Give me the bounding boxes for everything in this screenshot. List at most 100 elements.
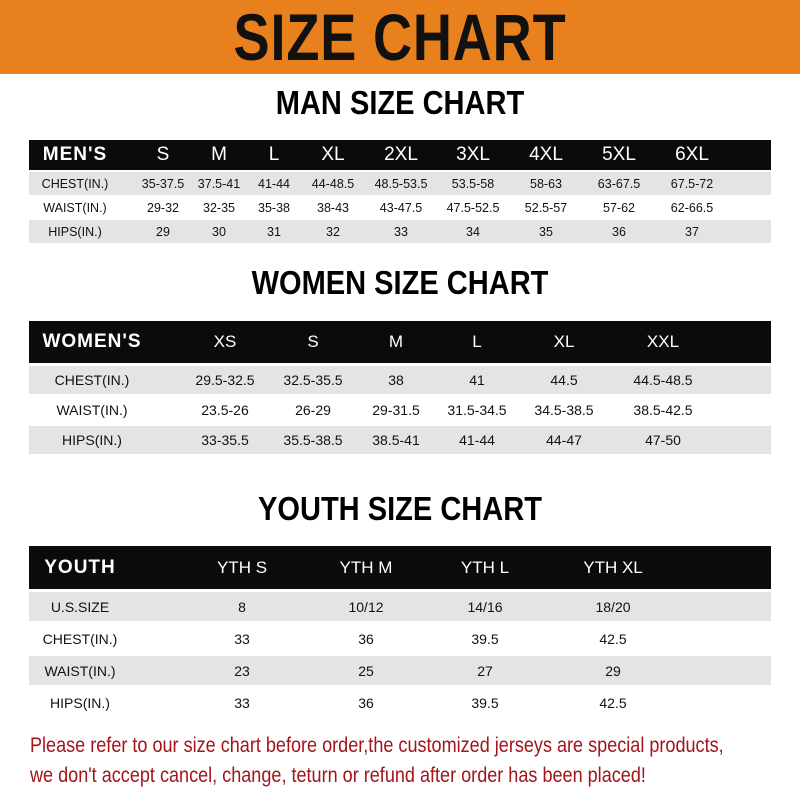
table-cell: 63-67.5 [597,176,641,191]
table-cell: 34 [466,224,480,239]
table-cell: 41-44 [459,432,495,448]
row-label: CHEST(IN.) [41,176,109,191]
table-cell: 35.5-38.5 [283,432,343,448]
size-column-header: YTH XL [583,557,643,577]
size-column-header: M [388,332,404,351]
size-column-header: XL [321,144,345,165]
table-cell: 8 [238,598,246,615]
table-cell: 33 [394,224,408,239]
table-cell: 29-31.5 [372,402,420,418]
table-cell: 47.5-52.5 [446,200,500,215]
table-cell: 62-66.5 [670,200,714,215]
table-cell: 23.5-26 [201,402,249,418]
table-cell: 67.5-72 [670,176,714,191]
youth-header-row: YOUTH YTH S YTH M YTH L YTH XL [29,546,771,589]
table-cell: 33-35.5 [201,432,249,448]
size-column-header: YTH L [460,557,510,577]
table-cell: 35-37.5 [141,176,185,191]
size-column-header: M [211,144,227,165]
table-cell: 32.5-35.5 [283,372,343,388]
table-row: CHEST(IN.) 35-37.5 37.5-41 41-44 44-48.5 48.5… [29,172,771,195]
table-cell: 52.5-57 [524,200,568,215]
table-cell: 41 [469,372,485,388]
table-cell: 37.5-41 [197,176,241,191]
table-row: U.S.SIZE 8 10/12 14/16 18/20 [29,592,771,621]
row-label: WAIST(IN.) [44,662,116,679]
table-cell: 33 [234,694,250,711]
table-cell: 44.5-48.5 [633,372,693,388]
table-cell: 18/20 [595,598,631,615]
table-cell: 34.5-38.5 [534,402,594,418]
size-column-header: 4XL [529,144,563,165]
size-column-header: XL [553,332,575,351]
row-label: CHEST(IN.) [54,372,130,388]
table-cell: 44-48.5 [311,176,355,191]
table-cell: 57-62 [603,200,635,215]
size-column-header: S [307,332,319,351]
table-cell: 42.5 [599,694,627,711]
table-cell: 35 [539,224,553,239]
table-row: CHEST(IN.) 33 36 39.5 42.5 [29,624,771,653]
row-label: HIPS(IN.) [62,432,122,448]
table-cell: 58-63 [530,176,562,191]
table-cell: 48.5-53.5 [374,176,428,191]
table-cell: 41-44 [258,176,290,191]
women-section-title: WOMEN SIZE CHART [251,264,549,301]
table-cell: 33 [234,630,250,647]
size-column-header: XS [213,332,237,351]
table-cell: 38.5-41 [372,432,420,448]
table-row: HIPS(IN.) 33-35.5 35.5-38.5 38.5-41 41-44 44-… [29,426,771,454]
men-section-title: MAN SIZE CHART [275,84,525,121]
size-column-header: YTH M [339,557,393,577]
youth-section-title: YOUTH SIZE CHART [258,490,542,527]
table-row: WAIST(IN.) 23 25 27 29 [29,656,771,685]
size-column-header: 6XL [675,144,709,165]
table-row: WAIST(IN.) 29-32 32-35 35-38 38-43 43-47.5 47.… [29,196,771,219]
table-cell: 38-43 [317,200,349,215]
table-label-header: WOMEN'S [42,331,142,352]
size-column-header: XXL [646,332,680,351]
table-cell: 25 [358,662,374,679]
size-column-header: YTH S [216,557,268,577]
size-column-header: 5XL [602,144,636,165]
table-cell: 36 [358,694,374,711]
row-label: WAIST(IN.) [56,402,128,418]
table-row: CHEST(IN.) 29.5-32.5 32.5-35.5 38 41 44.5 44.5… [29,366,771,394]
table-cell: 32 [326,224,340,239]
table-label-header: YOUTH [44,556,116,578]
table-row: HIPS(IN.) 33 36 39.5 42.5 [29,688,771,717]
size-column-header: L [268,144,280,165]
table-cell: 29-32 [147,200,179,215]
size-column-header: L [472,332,482,351]
table-cell: 29 [156,224,170,239]
table-cell: 37 [685,224,699,239]
table-cell: 26-29 [295,402,331,418]
table-cell: 30 [212,224,226,239]
banner-title: SIZE CHART [233,0,567,74]
row-label: CHEST(IN.) [42,630,118,647]
table-label-header: MEN'S [42,144,108,165]
women-header-row: WOMEN'S XS S M L XL XXL [29,321,771,363]
table-cell: 44-47 [546,432,582,448]
table-cell: 47-50 [645,432,681,448]
row-label: WAIST(IN.) [43,200,107,215]
size-chart-banner: SIZE CHART [0,0,800,74]
table-cell: 31 [267,224,281,239]
table-cell: 39.5 [471,694,499,711]
table-cell: 29.5-32.5 [195,372,255,388]
table-cell: 32-35 [203,200,235,215]
table-cell: 53.5-58 [451,176,495,191]
table-row: WAIST(IN.) 23.5-26 26-29 29-31.5 31.5-34.5 34… [29,396,771,424]
table-cell: 38 [388,372,404,388]
row-label: HIPS(IN.) [50,694,110,711]
table-cell: 36 [358,630,374,647]
table-cell: 43-47.5 [379,200,423,215]
size-column-header: 2XL [384,144,418,165]
size-column-header: 3XL [456,144,490,165]
table-cell: 14/16 [467,598,503,615]
table-cell: 27 [477,662,493,679]
notice-line-2: we don't accept cancel, change, teturn o… [30,764,646,787]
table-cell: 35-38 [258,200,290,215]
table-cell: 36 [612,224,626,239]
table-cell: 31.5-34.5 [447,402,507,418]
